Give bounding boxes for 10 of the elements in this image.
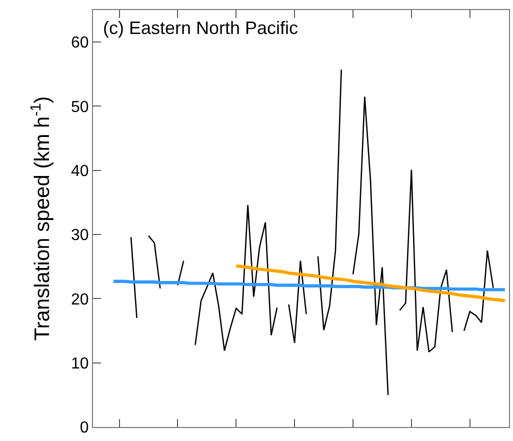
y-tick-label: 40	[71, 162, 89, 180]
y-tick-label: 20	[71, 291, 89, 308]
y-tick-label: 50	[71, 98, 89, 116]
y-tick-label: 30	[71, 227, 89, 244]
y-tick-label: 0	[80, 420, 89, 437]
y-tick-label: 60	[71, 34, 89, 52]
line-series	[112, 280, 507, 292]
line-series	[234, 264, 507, 302]
annotation: (c) Eastern North Pacific	[103, 18, 298, 38]
y-tick-label: 10	[71, 355, 89, 372]
